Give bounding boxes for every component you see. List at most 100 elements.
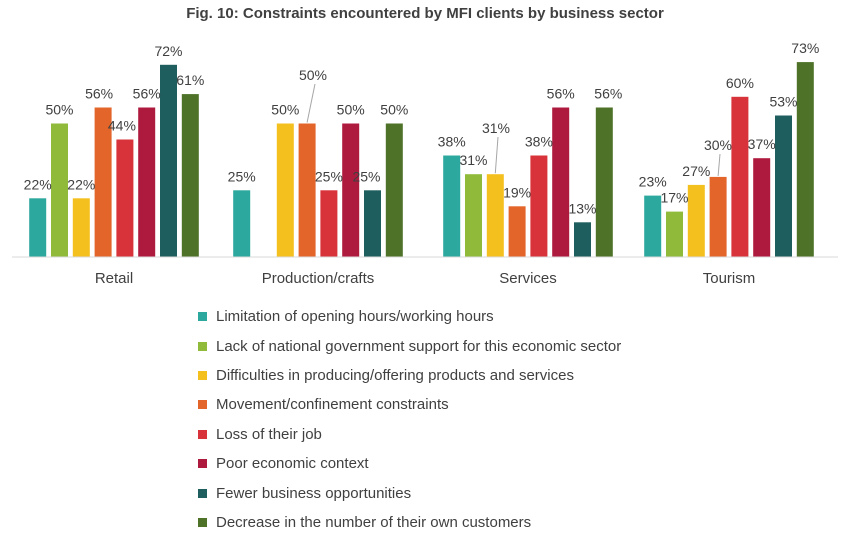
data-label: 56% (547, 86, 575, 102)
legend-item: Poor economic context (198, 449, 621, 478)
bar-chart: 22% 25% 38% 23% 50% 31% 17% 22% 50% 31% 27% 56% 50% 1… (12, 40, 838, 287)
data-label: 38% (525, 134, 553, 150)
bars-layer (29, 62, 814, 258)
leader-lines-layer (306, 83, 721, 176)
data-label: 72% (154, 43, 182, 59)
bar-tourism-series-4 (709, 176, 727, 257)
bar-retail-series-3 (72, 198, 90, 257)
bar-retail-series-5 (116, 139, 134, 257)
bar-services-series-8 (595, 107, 613, 257)
data-label: 50% (380, 102, 408, 118)
chart-title: Fig. 10: Constraints encountered by MFI … (186, 5, 664, 22)
data-label: 22% (67, 176, 95, 192)
category-labels-layer: Retail Production/crafts Services Tourism (95, 270, 755, 287)
data-labels-layer: 22% 25% 38% 23% 50% 31% 17% 22% 50% 31% 27% 56% 50% 1… (24, 40, 820, 216)
legend-swatch (198, 517, 207, 527)
data-label: 13% (568, 200, 596, 216)
legend-swatch (198, 429, 207, 439)
legend: Limitation of opening hours/working hour… (198, 302, 621, 537)
bar-services-series-1 (443, 155, 461, 257)
data-label: 44% (108, 118, 136, 134)
legend-label: Limitation of opening hours/working hour… (216, 308, 494, 326)
data-label: 56% (85, 86, 113, 102)
bar-retail-series-2 (51, 123, 68, 257)
data-label: 30% (704, 137, 732, 153)
bar-services-series-6 (552, 107, 570, 257)
bar-services-series-5 (530, 155, 548, 257)
data-label: 50% (271, 102, 299, 118)
bar-services-series-7 (574, 222, 591, 257)
category-label: Services (499, 270, 557, 287)
legend-swatch (198, 341, 207, 351)
data-label: 22% (24, 176, 52, 192)
data-label: 56% (133, 86, 161, 102)
bar-tourism-series-5 (731, 96, 749, 257)
leader-line (717, 153, 721, 176)
bar-retail-series-1 (29, 198, 47, 257)
bar-services-series-3 (486, 174, 504, 257)
bar-production-crafts-series-3 (276, 123, 294, 257)
category-label: Retail (95, 270, 133, 287)
legend-label: Movement/confinement constraints (216, 396, 449, 414)
category-label: Tourism (703, 270, 756, 287)
legend-item: Movement/confinement constraints (198, 390, 621, 419)
bar-production-crafts-series-8 (385, 123, 403, 257)
data-label: 50% (45, 102, 73, 118)
data-label: 73% (791, 40, 819, 56)
data-label: 25% (315, 168, 343, 184)
legend-item: Loss of their job (198, 420, 621, 449)
bar-tourism-series-7 (775, 115, 792, 257)
bar-production-crafts-series-7 (364, 190, 381, 258)
legend-swatch (198, 312, 207, 322)
legend-item: Fewer business opportunities (198, 478, 621, 507)
data-label: 23% (639, 174, 667, 190)
legend-label: Lack of national government support for … (216, 337, 622, 355)
data-label: 31% (482, 120, 510, 136)
data-label: 27% (682, 163, 710, 179)
legend-item: Decrease in the number of their own cust… (198, 508, 621, 537)
legend-swatch (198, 370, 207, 380)
legend-label: Decrease in the number of their own cust… (216, 513, 532, 531)
leader-line (494, 136, 499, 174)
data-label: 19% (503, 184, 531, 200)
bar-tourism-series-6 (753, 158, 771, 257)
data-label: 17% (660, 190, 688, 206)
bar-retail-series-6 (138, 107, 156, 257)
bar-retail-series-7 (160, 64, 177, 257)
bar-production-crafts-series-6 (342, 123, 360, 257)
bar-tourism-series-3 (687, 184, 705, 257)
bar-production-crafts-series-1 (233, 190, 251, 258)
bar-services-series-2 (465, 174, 482, 257)
legend-item: Limitation of opening hours/working hour… (198, 302, 621, 331)
legend-item: Difficulties in producing/offering produ… (198, 361, 621, 390)
data-label: 50% (299, 67, 327, 83)
legend-swatch (198, 488, 207, 498)
data-label: 25% (352, 168, 380, 184)
legend-item: Lack of national government support for … (198, 331, 621, 360)
bar-tourism-series-1 (644, 195, 662, 257)
legend-label: Loss of their job (216, 425, 322, 443)
legend-label: Difficulties in producing/offering produ… (216, 366, 574, 384)
data-label: 56% (594, 86, 622, 102)
bar-tourism-series-8 (796, 62, 814, 257)
bar-services-series-4 (508, 206, 526, 257)
legend-label: Poor economic context (216, 455, 369, 473)
bar-retail-series-8 (181, 94, 199, 257)
bar-production-crafts-series-4 (298, 123, 316, 257)
data-label: 38% (438, 134, 466, 150)
bar-production-crafts-series-5 (320, 190, 338, 258)
data-label: 53% (769, 94, 797, 110)
category-label: Production/crafts (262, 270, 375, 287)
data-label: 50% (337, 102, 365, 118)
data-label: 61% (176, 72, 204, 88)
bar-retail-series-4 (94, 107, 112, 257)
leader-line (306, 83, 316, 123)
data-label: 60% (726, 75, 754, 91)
data-label: 31% (459, 152, 487, 168)
legend-swatch (198, 400, 207, 410)
bar-tourism-series-2 (666, 211, 683, 257)
legend-swatch (198, 459, 207, 469)
data-label: 25% (228, 168, 256, 184)
data-label: 37% (748, 136, 776, 152)
legend-label: Fewer business opportunities (216, 484, 412, 502)
